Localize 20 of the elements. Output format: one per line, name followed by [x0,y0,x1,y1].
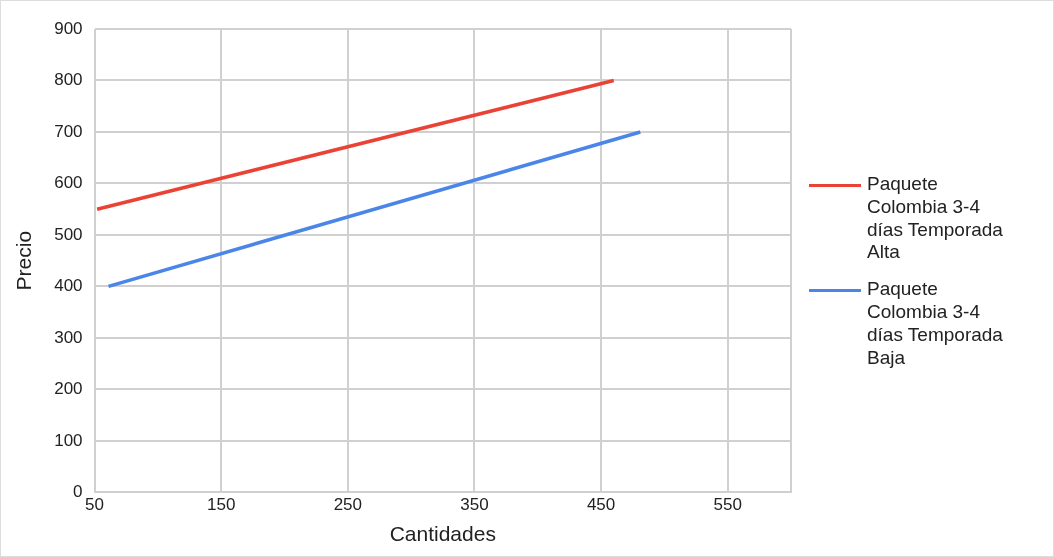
y-tick-label: 200 [54,379,83,399]
y-tick-label: 800 [54,70,83,90]
x-tick-label: 250 [333,495,362,515]
y-tick-label: 500 [54,224,83,244]
y-axis-title: Precio [12,230,36,291]
y-tick-label: 600 [54,173,83,193]
x-tick-label: 50 [85,495,105,515]
y-tick-label: 0 [73,482,83,502]
y-tick-label: 300 [54,327,83,347]
y-tick-label: 400 [54,276,83,296]
x-tick-label: 550 [713,495,742,515]
y-tick-label: 900 [54,18,83,38]
y-tick-label: 100 [54,430,83,450]
x-tick-label: 350 [460,495,489,515]
legend-label: Paquete Colombia 3-4 días Temporada Baja [867,278,1004,370]
x-tick-label: 450 [586,495,616,515]
x-axis-title: Cantidades [389,522,496,546]
legend-label: Paquete Colombia 3-4 días Temporada Alta [867,173,1004,265]
y-tick-label: 700 [54,121,83,141]
x-tick-label: 150 [207,495,236,515]
